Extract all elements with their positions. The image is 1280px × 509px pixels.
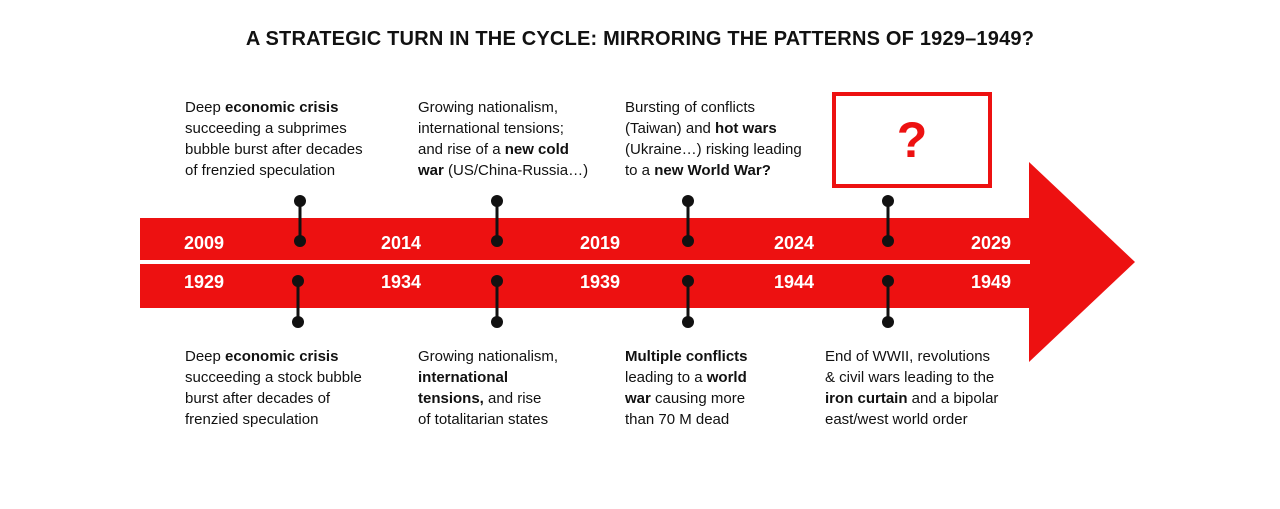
- annotation-bottom-1929: Deep economic crisis succeeding a stock …: [185, 348, 362, 428]
- connector-dot: [882, 275, 894, 287]
- year-label-1939: 1939: [579, 272, 621, 292]
- year-label-1929: 1929: [183, 272, 225, 292]
- year-label-2009: 2009: [183, 233, 225, 253]
- annotation-bottom-1934: Growing nationalism, international tensi…: [418, 348, 559, 428]
- connector-line: [296, 281, 300, 322]
- connector-dot: [294, 235, 306, 247]
- connector-dot: [682, 316, 694, 328]
- connector-dot: [491, 275, 503, 287]
- connector-dot: [491, 195, 503, 207]
- connector-dot: [292, 316, 304, 328]
- annotation-bottom-1944: End of WWII, revolutions & civil wars le…: [825, 348, 999, 428]
- connector-line: [686, 201, 690, 241]
- connector-line: [495, 201, 499, 241]
- connector-dot: [491, 235, 503, 247]
- year-label-2024: 2024: [773, 233, 815, 253]
- connector-dot: [882, 235, 894, 247]
- connector-line: [495, 281, 499, 322]
- connector-line: [298, 201, 302, 241]
- annotation-top-2019: Bursting of conflicts (Taiwan) and hot w…: [625, 99, 802, 179]
- timeline-arrow-head-icon: [1029, 162, 1135, 362]
- year-label-1944: 1944: [773, 272, 815, 292]
- annotation-top-2014: Growing nationalism, international tensi…: [418, 99, 589, 179]
- page-title: A STRATEGIC TURN IN THE CYCLE: MIRRORING…: [245, 28, 1035, 50]
- year-label-2029: 2029: [970, 233, 1012, 253]
- connector-dot: [882, 195, 894, 207]
- timeline-divider: [140, 260, 1030, 264]
- connector-dot: [682, 195, 694, 207]
- connector-line: [886, 281, 890, 322]
- connector-dot: [882, 316, 894, 328]
- year-label-2019: 2019: [579, 233, 621, 253]
- question-mark: ?: [896, 112, 928, 168]
- year-label-1949: 1949: [970, 272, 1012, 292]
- annotation-top-2009: Deep economic crisis succeeding a subpri…: [185, 99, 363, 179]
- year-label-1934: 1934: [380, 272, 422, 292]
- connector-line: [686, 281, 690, 322]
- year-label-2014: 2014: [380, 233, 422, 253]
- connector-dot: [682, 235, 694, 247]
- connector-line: [886, 201, 890, 241]
- connector-dot: [292, 275, 304, 287]
- connector-dot: [294, 195, 306, 207]
- question-box: ?: [832, 92, 992, 188]
- connector-dot: [491, 316, 503, 328]
- annotation-bottom-1939: Multiple conflicts leading to a world wa…: [625, 348, 748, 428]
- connector-dot: [682, 275, 694, 287]
